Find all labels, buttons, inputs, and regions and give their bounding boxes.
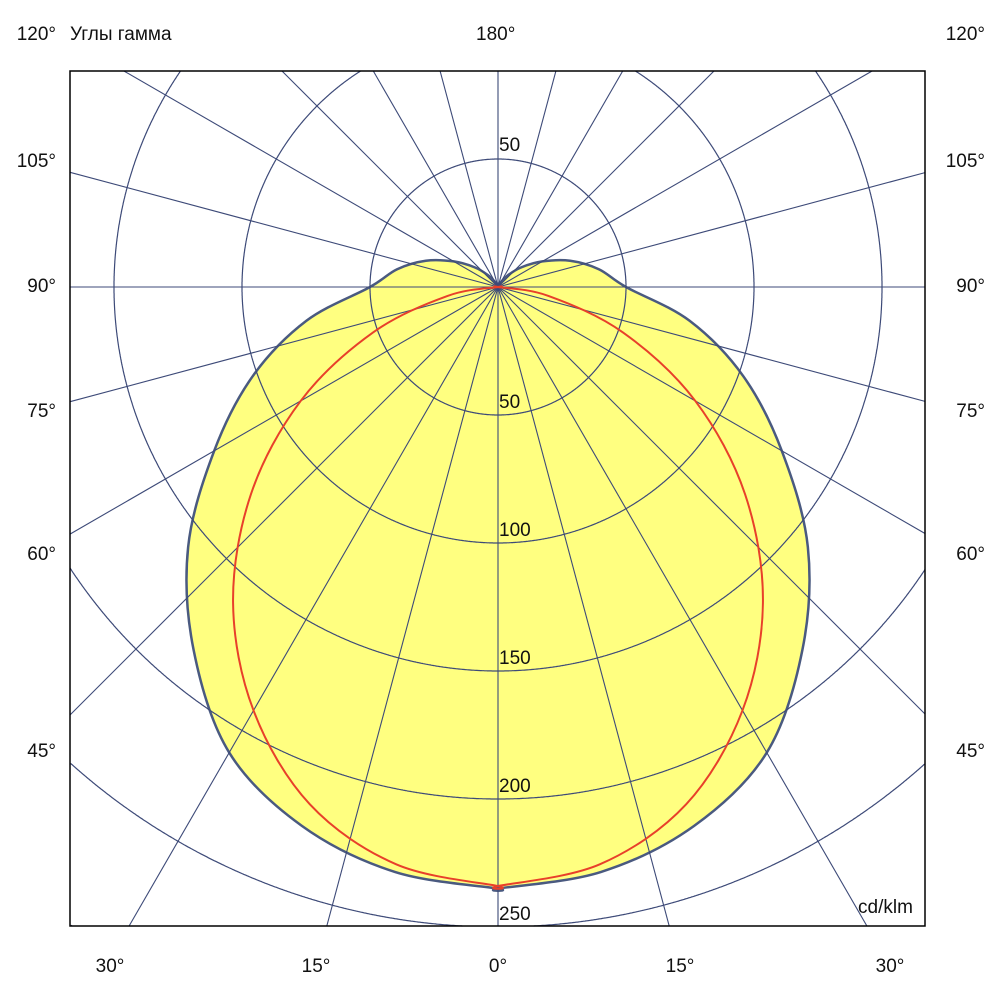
grid-radial-75 [497,286,926,402]
chart-title: Углы гамма [70,24,172,45]
grid-radial-330 [128,286,499,927]
bottom-label-4: 30° [876,956,905,977]
grid-radial-120 [497,70,873,288]
radial-tick-100: 100 [499,520,531,541]
radial-tick-250: 250 [499,904,531,925]
radial-tick-200: 200 [499,776,531,797]
grid-radial-345 [326,286,499,927]
radial-tick-150: 150 [499,648,531,669]
grid-radial-210 [372,70,499,288]
plot-frame [69,70,926,927]
side-label-right-2: 90° [956,276,985,297]
bottom-label-3: 15° [666,956,695,977]
grid-radial-135 [497,70,715,288]
bottom-label-2: 0° [489,956,507,977]
grid-radial-150 [497,70,624,288]
grid-radial-15 [497,286,670,927]
side-label-right-4: 60° [956,544,985,565]
grid-radial-315 [69,286,499,716]
grid-radial-255 [69,171,499,288]
side-label-left-2: 90° [27,276,56,297]
grid-radial-285 [69,286,499,403]
grid-circle-150 [113,70,883,672]
grid-circle-100 [241,70,755,544]
radial-tick-50: 50 [499,392,520,413]
side-label-right-1: 105° [946,151,985,172]
grid-radial-165 [497,70,557,288]
top-angle-label: 180° [476,24,515,45]
side-label-right-0: 120° [946,24,985,45]
side-label-right-3: 75° [956,401,985,422]
series-1-line [232,285,764,890]
unit-label: cd/klm [858,897,913,918]
side-label-left-1: 105° [17,151,56,172]
grid-radial-105 [497,172,926,288]
bottom-label-0: 30° [96,956,125,977]
grid-radial-195 [439,70,499,288]
grid-radial-225 [281,70,499,288]
bottom-label-1: 15° [302,956,331,977]
side-label-left-3: 75° [27,401,56,422]
grid-circle-250 [70,762,925,927]
side-label-left-5: 45° [27,741,56,762]
side-label-right-5: 45° [956,741,985,762]
grid-circle-200 [69,567,926,800]
side-label-left-4: 60° [27,544,56,565]
radial-label-top: 50 [499,135,520,156]
grid-radial-240 [123,70,499,288]
grid-radial-30 [497,286,868,927]
grid-radial-45 [497,286,926,715]
side-label-left-0: 120° [17,24,56,45]
grid-radial-60 [497,286,926,534]
grid-radial-300 [69,286,499,535]
